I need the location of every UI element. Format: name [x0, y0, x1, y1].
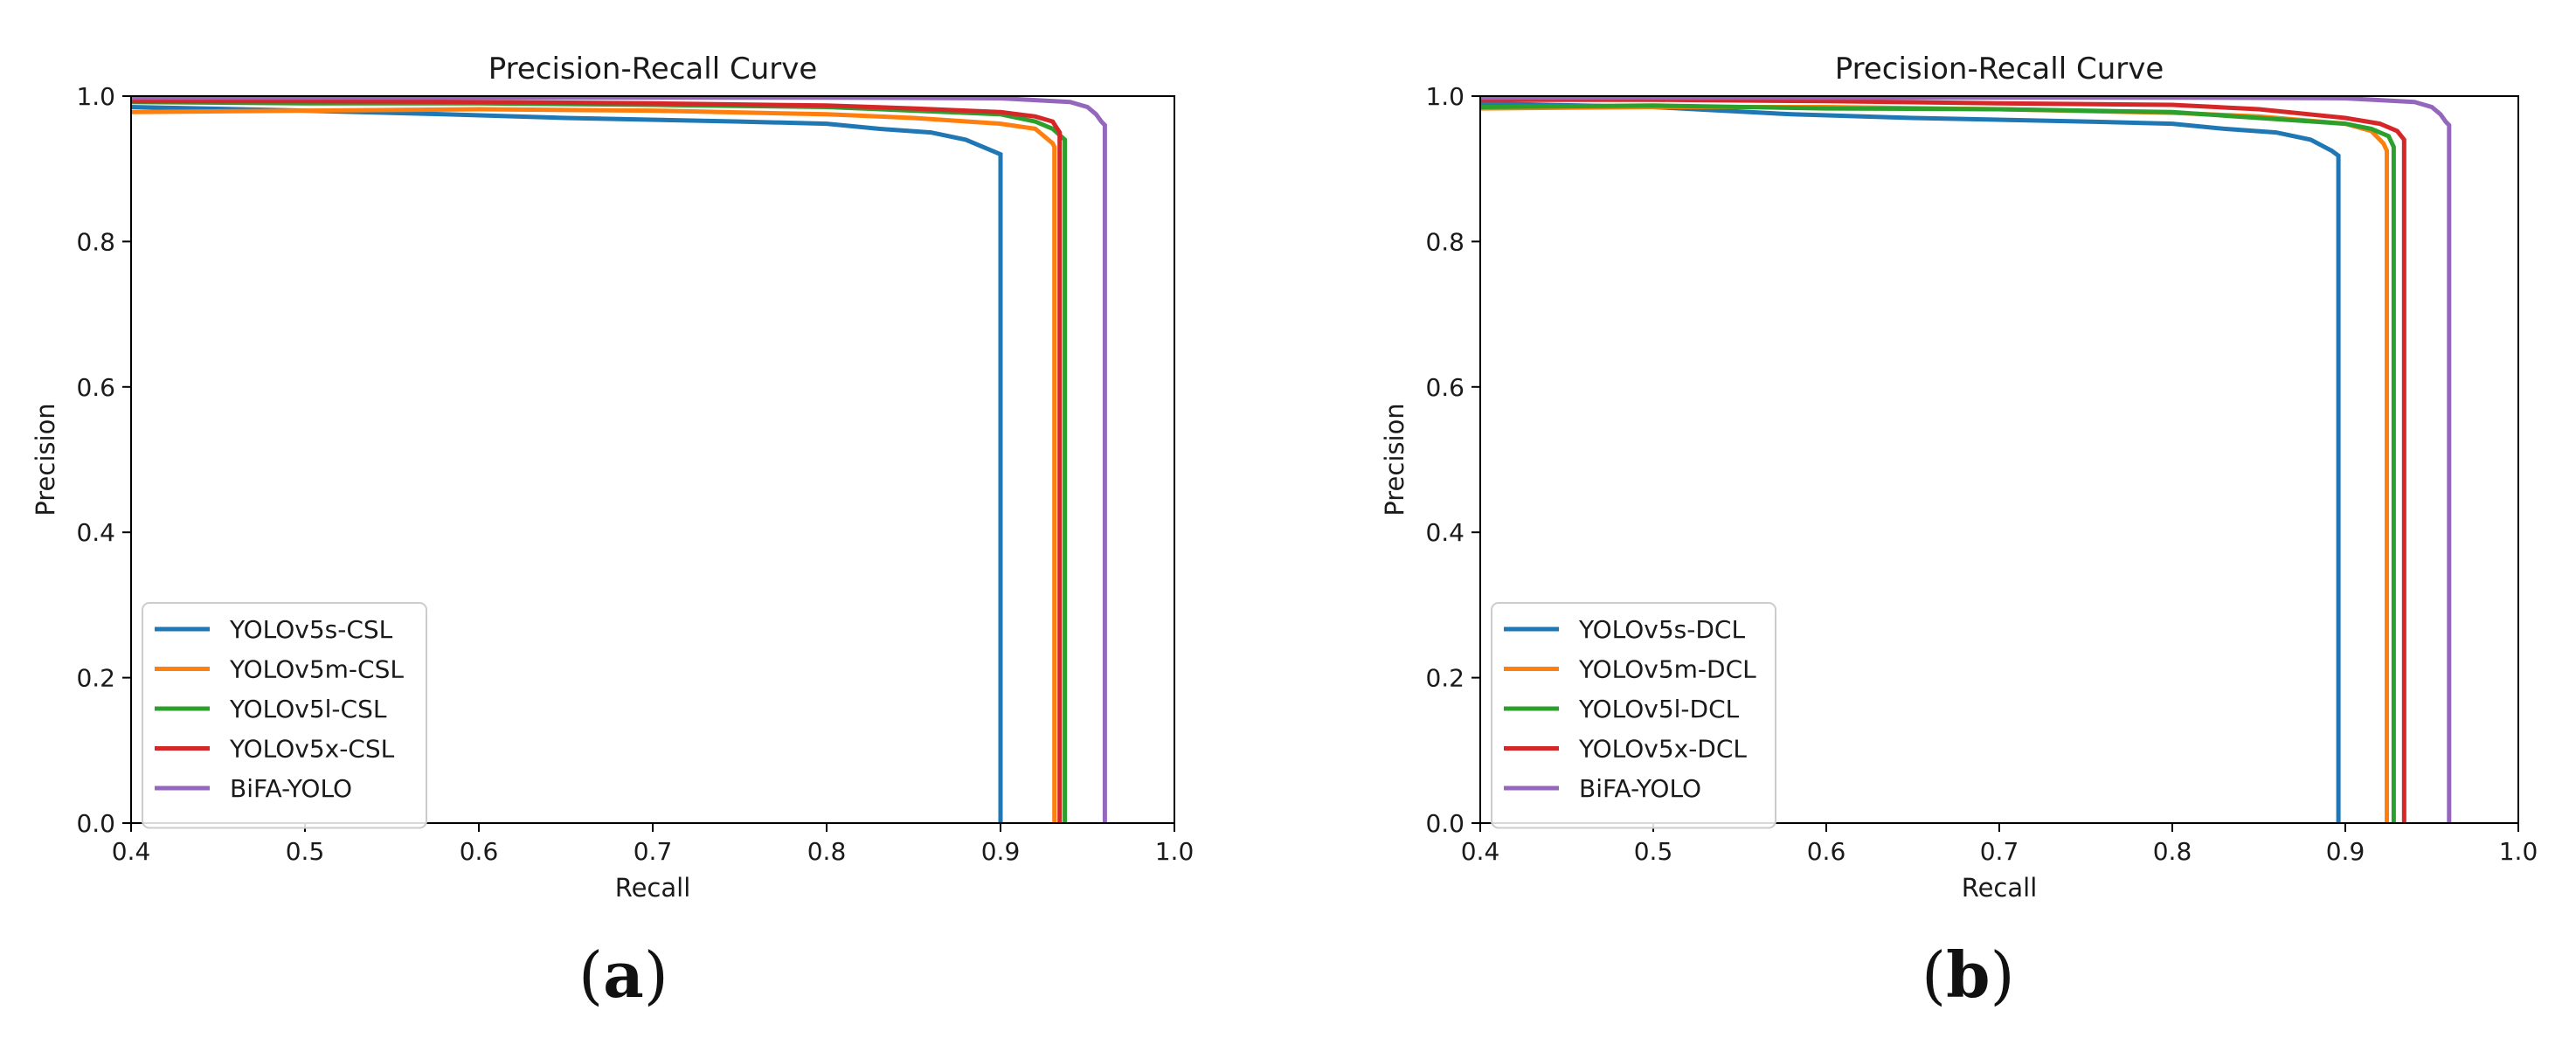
y-tick-label: 0.6: [76, 373, 115, 402]
legend-label: YOLOv5x-DCL: [1578, 735, 1747, 764]
legend-label: YOLOv5l-CSL: [229, 695, 387, 723]
panel-b: Precision-Recall Curve 0.4 0.5 0.6 0.7 0.8 0.9…: [1293, 0, 2576, 1052]
y-tick-label: 0.2: [1425, 664, 1465, 693]
y-tick-label: 1.0: [1425, 82, 1465, 111]
pr-chart-a: Precision-Recall Curve 0.4 0.5 0.6 0.7 0.8 0.9…: [31, 52, 1195, 903]
legend-label: BiFA-YOLO: [230, 774, 352, 803]
legend-label: YOLOv5s-CSL: [229, 615, 393, 644]
x-tick-label: 0.5: [286, 837, 325, 866]
x-tick-label: 1.0: [2499, 837, 2538, 866]
series-line-bifa-yolo: [131, 96, 1107, 823]
legend-label: BiFA-YOLO: [1579, 774, 1701, 803]
series-line-yolov5x-csl: [131, 99, 1063, 823]
y-tick-label: 0.4: [76, 518, 115, 547]
x-tick-label: 0.9: [981, 837, 1021, 866]
x-tick-label: 0.4: [1461, 837, 1500, 866]
legend-label: YOLOv5m-DCL: [1578, 655, 1756, 684]
chart-title: Precision-Recall Curve: [488, 52, 818, 87]
y-tick-label: 0.2: [76, 664, 115, 693]
x-tick-label: 0.8: [807, 837, 847, 866]
y-tick-label: 0.4: [1425, 518, 1465, 547]
series-line-yolov5l-dcl: [1480, 103, 2396, 823]
panel-label-b-letter: b: [1946, 938, 1991, 1012]
legend-label: YOLOv5s-DCL: [1578, 615, 1745, 644]
y-tick-label: 0.8: [76, 227, 115, 256]
x-tick-label: 1.0: [1155, 837, 1195, 866]
y-tick-label: 1.0: [76, 82, 115, 111]
x-axis-label: Recall: [615, 873, 691, 903]
y-axis-label: Precision: [1380, 403, 1409, 516]
panel-label-b: (b): [1922, 938, 2015, 1012]
x-tick-label: 0.7: [634, 837, 673, 866]
legend-box: [142, 602, 427, 829]
y-axis-label: Precision: [31, 403, 60, 516]
series-group: [1480, 96, 2452, 823]
y-tick-label: 0.6: [1425, 373, 1465, 402]
panel-label-a: (a): [578, 938, 668, 1012]
series-line-yolov5x-dcl: [1480, 97, 2406, 823]
series-line-yolov5s-csl: [131, 105, 1003, 823]
legend-label: YOLOv5x-CSL: [229, 735, 395, 764]
series-line-yolov5m-csl: [131, 107, 1057, 823]
legend-label: YOLOv5m-CSL: [229, 655, 404, 684]
series-line-bifa-yolo: [1480, 96, 2452, 823]
x-tick-label: 0.5: [1634, 837, 1673, 866]
x-tick-label: 0.7: [1980, 837, 2019, 866]
x-tick-label: 0.6: [460, 837, 499, 866]
x-tick-label: 0.4: [112, 837, 151, 866]
pr-chart-b: Precision-Recall Curve 0.4 0.5 0.6 0.7 0.8 0.9…: [1380, 52, 2538, 903]
legend-label: YOLOv5l-DCL: [1578, 695, 1740, 723]
y-tick-label: 0.0: [1425, 809, 1465, 838]
y-tick-label: 0.0: [76, 809, 115, 838]
x-axis-label: Recall: [1962, 873, 2038, 903]
y-tick-label: 0.8: [1425, 227, 1465, 256]
series-line-yolov5s-dcl: [1480, 100, 2341, 823]
chart-title: Precision-Recall Curve: [1835, 52, 2164, 87]
x-tick-label: 0.9: [2326, 837, 2365, 866]
x-tick-label: 0.8: [2153, 837, 2192, 866]
series-group: [131, 96, 1107, 823]
x-tick-label: 0.6: [1807, 837, 1846, 866]
legend-box: [1491, 602, 1776, 829]
panel-a: Precision-Recall Curve 0.4 0.5 0.6 0.7 0.8 0.9…: [31, 52, 1195, 1012]
panel-label-a-letter: a: [603, 938, 644, 1012]
